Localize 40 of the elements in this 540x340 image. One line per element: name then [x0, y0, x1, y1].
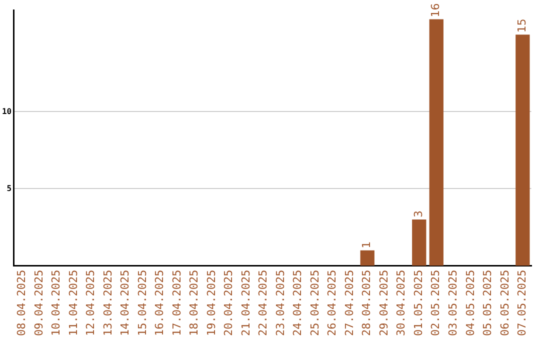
x-tick-label: 24.04.2025: [291, 270, 304, 336]
x-tick-label: 14.04.2025: [118, 270, 132, 336]
x-tick-label: 20.04.2025: [222, 270, 236, 336]
data-label: 1: [360, 241, 374, 248]
x-tick-label: 29.04.2025: [377, 270, 390, 336]
x-tick-label: 02.05.2025: [429, 270, 442, 336]
y-tick-label: 10: [2, 106, 12, 116]
x-tick-label: 22.04.2025: [256, 270, 270, 336]
x-tick-label: 04.05.2025: [464, 270, 477, 336]
x-tick-label: 23.04.2025: [274, 270, 287, 336]
x-tick-label: 27.04.2025: [342, 270, 356, 336]
x-tick-label: 13.04.2025: [101, 270, 114, 336]
x-tick-label: 19.04.2025: [204, 270, 218, 336]
data-label: 16: [429, 3, 442, 18]
x-tick-label: 07.05.2025: [516, 270, 529, 336]
x-tick-label: 03.05.2025: [446, 270, 460, 336]
x-tick-label: 28.04.2025: [360, 270, 374, 336]
x-tick-label: 17.04.2025: [170, 270, 184, 336]
x-tick-label: 12.04.2025: [84, 270, 98, 336]
x-tick-label: 15.04.2025: [136, 270, 149, 336]
x-tick-label: 08.04.2025: [15, 270, 28, 336]
x-tick-label: 06.05.2025: [498, 270, 512, 336]
x-tick-label: 26.04.2025: [326, 270, 339, 336]
data-label: 15: [516, 18, 529, 33]
x-tick-label: 21.04.2025: [239, 270, 252, 336]
x-tick-label: 05.05.2025: [481, 270, 494, 336]
bar: [412, 220, 426, 266]
bar: [516, 34, 530, 266]
x-tick-label: 11.04.2025: [66, 270, 80, 336]
x-tick-label: 10.04.2025: [50, 270, 63, 336]
x-tick-label: 25.04.2025: [308, 270, 322, 336]
bar: [429, 19, 444, 266]
x-tick-label: 18.04.2025: [188, 270, 201, 336]
x-tick-label: 30.04.2025: [394, 270, 408, 336]
x-tick-label: 09.04.2025: [32, 270, 46, 336]
x-tick-label: 01.05.2025: [412, 270, 425, 336]
y-tick-label: 5: [6, 184, 12, 193]
x-tick-label: 16.04.2025: [153, 270, 166, 336]
bar: [360, 250, 374, 266]
data-label: 3: [412, 210, 425, 218]
